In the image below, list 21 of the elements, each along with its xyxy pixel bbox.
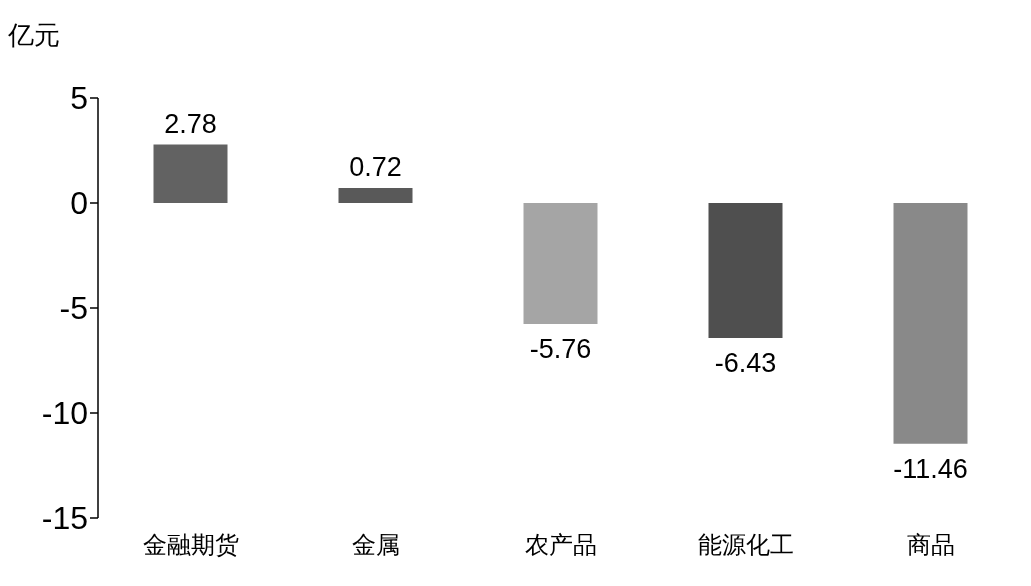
- bar: [708, 203, 783, 339]
- y-axis-title: 亿元: [8, 19, 60, 52]
- x-tick-label: 金融期货: [142, 531, 239, 559]
- bar: [523, 203, 598, 324]
- bar: [338, 187, 413, 203]
- x-tick-label: 金属: [351, 531, 400, 559]
- data-label: 0.72: [349, 151, 402, 182]
- data-label: -5.76: [529, 333, 592, 364]
- y-tick-label: 5: [70, 80, 88, 117]
- x-tick-label: 能源化工: [697, 531, 794, 559]
- bar: [893, 203, 968, 444]
- x-tick-label: 农产品: [524, 531, 597, 559]
- y-tick-label: 0: [70, 185, 88, 222]
- x-tick-label: 商品: [906, 531, 955, 559]
- data-label: 2.78: [164, 108, 217, 139]
- data-label: -11.46: [893, 453, 968, 484]
- data-label: -6.43: [714, 348, 777, 379]
- y-tick-label: -5: [59, 290, 88, 327]
- y-tick-label: -10: [41, 395, 88, 432]
- bar: [153, 144, 228, 203]
- y-tick-label: -15: [41, 500, 88, 537]
